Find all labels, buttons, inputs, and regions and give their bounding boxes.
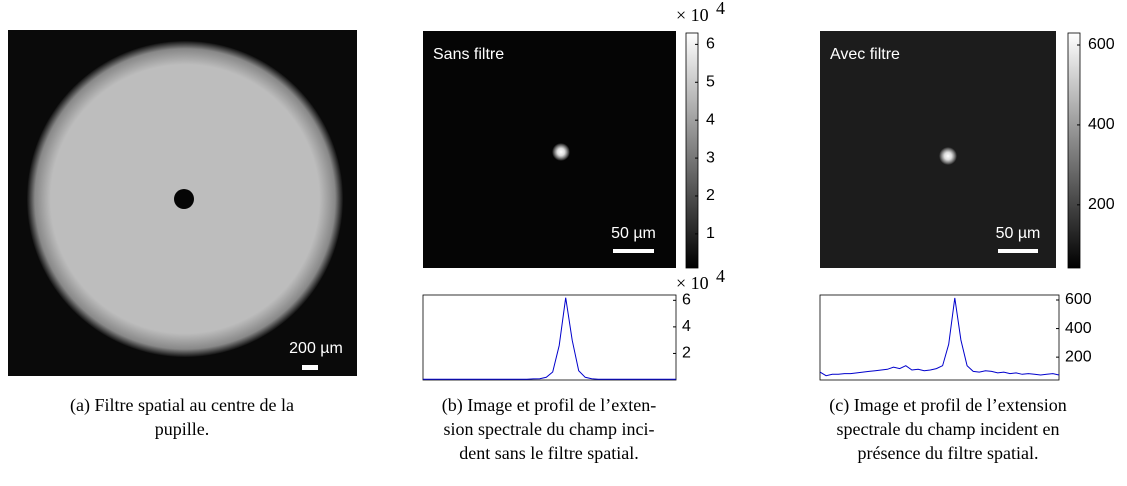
image-label: Sans filtre <box>433 46 504 63</box>
colorbar-tick-label: 5 <box>706 73 715 90</box>
profile-frame <box>422 294 677 381</box>
spectrum-spot <box>552 143 570 161</box>
spectrum-image <box>820 31 1056 268</box>
scale-bar-label: 200 µm <box>289 340 343 357</box>
scale-bar <box>302 365 318 370</box>
colorbar-tick-label: 600 <box>1088 36 1115 53</box>
exponent-base: × 10 <box>676 273 709 293</box>
profile-frame <box>819 294 1060 381</box>
profile-tick-label: 6 <box>682 292 691 309</box>
spatial-filter <box>174 189 194 209</box>
colorbar <box>685 32 699 269</box>
profile-line <box>423 297 676 380</box>
exponent-power: 4 <box>716 0 725 18</box>
exponent-power: 4 <box>716 266 725 286</box>
colorbar-tick-label: 4 <box>706 111 715 128</box>
colorbar-tick-label: 400 <box>1088 116 1115 133</box>
caption-line: (c) Image et profil de l’extension <box>829 395 1066 416</box>
colorbar <box>1067 32 1081 269</box>
profile-tick-label: 4 <box>682 318 691 335</box>
image-label: Avec filtre <box>830 46 900 63</box>
exponent-base: × 10 <box>676 5 709 25</box>
scale-bar <box>998 249 1038 253</box>
colorbar-tick-label: 2 <box>706 187 715 204</box>
caption-line: pupille. <box>155 419 210 439</box>
caption-line: sion spectrale du champ inci- <box>444 419 655 439</box>
caption-line: spectrale du champ incident en <box>837 419 1060 439</box>
scale-bar <box>613 249 654 253</box>
profile-tick-label: 400 <box>1065 320 1092 337</box>
scale-bar-label: 50 µm <box>611 225 656 242</box>
colorbar-tick-label: 3 <box>706 149 715 166</box>
spectrum-spot <box>939 147 957 165</box>
caption-line: présence du filtre spatial. <box>858 443 1039 463</box>
caption-line: (a) Filtre spatial au centre de la <box>70 395 294 416</box>
profile-tick-label: 2 <box>682 345 691 362</box>
colorbar-tick-label: 200 <box>1088 196 1115 213</box>
spectrum-image <box>423 31 676 268</box>
scale-bar-label: 50 µm <box>996 225 1041 242</box>
profile-line <box>819 297 1060 377</box>
profile-tick-label: 600 <box>1065 291 1092 308</box>
profile-tick-label: 200 <box>1065 348 1092 365</box>
caption-line: (b) Image et profil de l’exten- <box>442 395 656 416</box>
caption-line: dent sans le filtre spatial. <box>459 443 638 463</box>
colorbar-tick-label: 6 <box>706 36 715 53</box>
colorbar-tick-label: 1 <box>706 225 715 242</box>
